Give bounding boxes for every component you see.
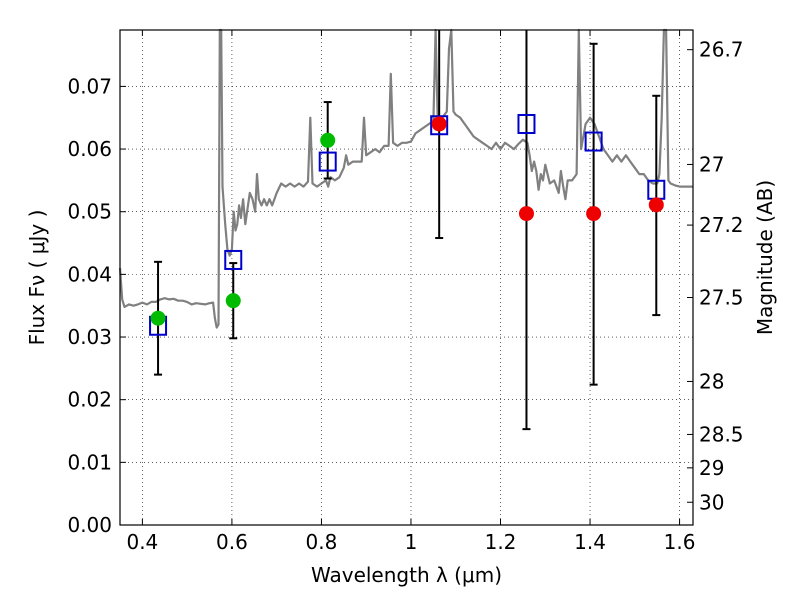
x-tick-label: 1.2 [485, 530, 517, 554]
mag-tick-label: 28.5 [699, 422, 744, 446]
model-point-square [517, 113, 536, 134]
mag-tick-label: 27 [699, 152, 724, 176]
model-point-square [430, 115, 449, 136]
optical-point [225, 293, 241, 309]
optical-point [150, 310, 166, 326]
mag-tick-label: 27.5 [699, 286, 744, 310]
plot-area-frame [119, 29, 694, 526]
y-tick-label: 0.03 [67, 325, 112, 349]
mag-tick-label: 30 [699, 490, 724, 514]
y-tick-label: 0.02 [67, 388, 112, 412]
model-point-square [224, 249, 243, 270]
model-spectrum-layer [118, 28, 693, 329]
grid [120, 30, 693, 526]
mag-tick-label: 26.7 [699, 38, 744, 62]
y2-axis-label: Magnitude (AB) [753, 180, 777, 335]
x-axis-label: Wavelength λ (μm) [311, 563, 502, 587]
errorbar-layer [154, 30, 661, 431]
mag-tick-label: 29 [699, 456, 724, 480]
infrared-point [648, 197, 664, 213]
y-axis-label: Flux Fν ( μJy ) [25, 210, 49, 346]
optical-point [320, 132, 336, 148]
mag-tick-label: 28 [699, 369, 724, 393]
y-tick-label: 0.06 [67, 137, 112, 161]
x-tick-label: 0.4 [126, 530, 158, 554]
mag-tick-label: 27.2 [699, 213, 744, 237]
infrared-point [518, 206, 534, 222]
x-tick-label: 1.6 [664, 530, 696, 554]
infrared-point [431, 116, 447, 132]
x-tick-label: 1.4 [574, 530, 606, 554]
points-layer [149, 113, 666, 336]
y-tick-label: 0.00 [67, 513, 112, 537]
x-tick-label: 1 [405, 530, 418, 554]
infrared-point [586, 206, 602, 222]
y-tick-label: 0.07 [67, 74, 112, 98]
ticks-layer: 0.4 0.6 0.8 1 1.2 1.4 1.6 0.00 0.01 0.02 0.03 0.04 0… [67, 30, 744, 554]
x-tick-label: 0.6 [216, 530, 248, 554]
x-tick-label: 0.8 [306, 530, 338, 554]
y-tick-label: 0.01 [67, 450, 112, 474]
model-point-square [584, 131, 603, 152]
model-point-square [318, 151, 337, 172]
model-spectrum-line [118, 28, 693, 329]
y-tick-label: 0.05 [67, 200, 112, 224]
y-tick-label: 0.04 [67, 262, 112, 286]
